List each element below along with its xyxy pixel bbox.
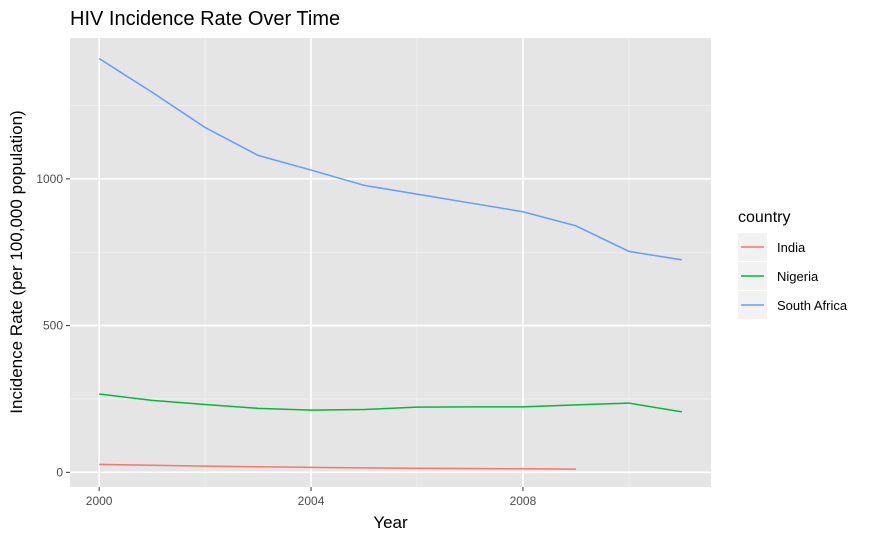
plot-panel <box>70 38 711 487</box>
grid-minor <box>70 38 711 487</box>
grid-major <box>70 38 711 487</box>
series-lines <box>98 57 682 470</box>
x-axis-title: Year <box>373 513 408 532</box>
chart-title: HIV Incidence Rate Over Time <box>70 8 340 30</box>
y-axis: 0 500 1000 <box>36 172 70 479</box>
legend-label-india: India <box>777 240 806 255</box>
y-tick-label: 500 <box>43 319 63 333</box>
y-tick-label: 0 <box>56 465 63 479</box>
x-tick-label: 2000 <box>86 494 113 508</box>
y-axis-title: Incidence Rate (per 100,000 population) <box>7 110 26 413</box>
y-tick-label: 1000 <box>36 172 63 186</box>
series-line-south-africa <box>98 57 682 261</box>
x-tick-label: 2008 <box>510 494 537 508</box>
legend-label-nigeria: Nigeria <box>777 269 819 284</box>
x-tick-label: 2004 <box>298 494 325 508</box>
legend-label-south-africa: South Africa <box>777 298 848 313</box>
x-axis: 2000 2004 2008 <box>86 487 537 508</box>
series-line-nigeria <box>99 393 682 413</box>
series-line-india <box>99 463 576 470</box>
legend-title: country <box>738 209 790 226</box>
legend: country India Nigeria South Africa <box>738 209 848 319</box>
